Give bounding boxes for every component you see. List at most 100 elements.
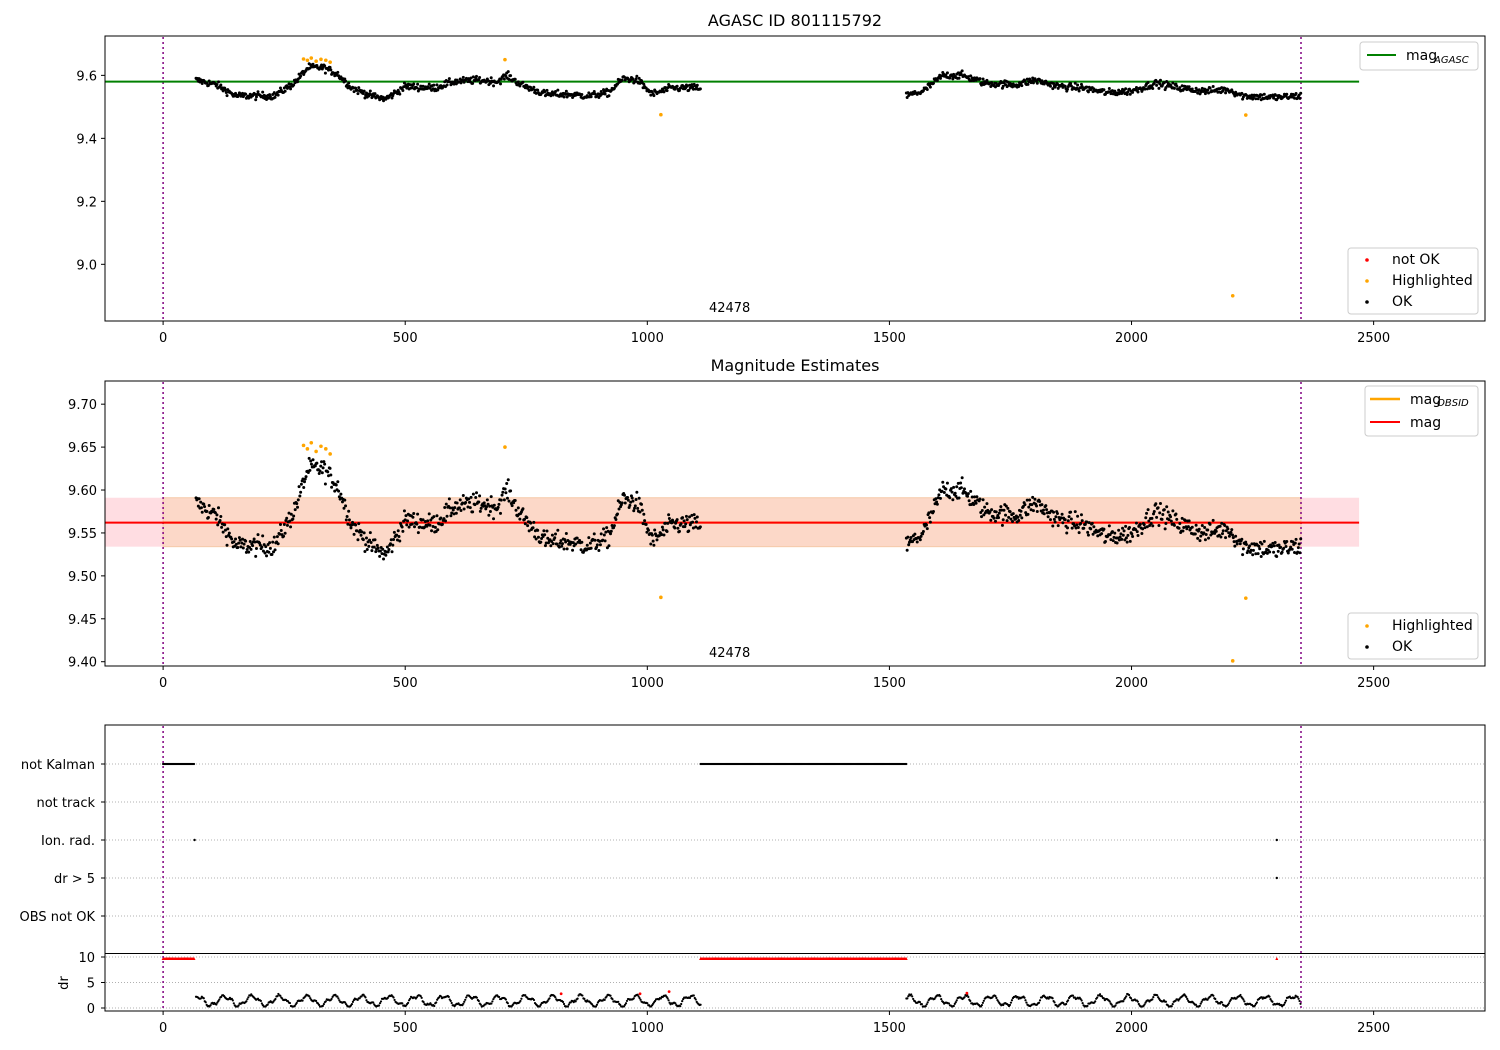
agasc-magnitude-panel: AGASC ID 801115792 0 500 1000 1500 2000 2500 9… — [76, 11, 1486, 346]
ok-point — [509, 489, 513, 493]
ok-point — [1238, 542, 1242, 546]
ok-point — [601, 538, 605, 542]
ok-point — [1126, 533, 1130, 537]
dr-point — [1024, 999, 1027, 1002]
ok-point — [461, 501, 465, 505]
ok-point — [1056, 86, 1060, 90]
ok-point — [395, 533, 399, 537]
ok-point — [661, 528, 665, 532]
ok-point — [1241, 553, 1245, 557]
dr-point — [266, 1003, 269, 1006]
ok-point — [1257, 544, 1261, 548]
ok-point — [1244, 93, 1248, 97]
ok-point — [210, 510, 214, 514]
ok-point — [471, 75, 475, 79]
ok-point — [1072, 524, 1076, 528]
ok-point — [1185, 527, 1189, 531]
dr-point — [401, 1002, 404, 1005]
ok-point — [1196, 91, 1200, 95]
ok-point — [362, 531, 366, 535]
x-tick-label: 2000 — [1115, 1021, 1148, 1036]
ok-point — [1178, 521, 1182, 525]
dr-point — [1170, 1005, 1173, 1008]
dr-point — [246, 998, 249, 1001]
panel1-obsid-annotation: 42478 — [709, 301, 750, 316]
dr-point — [952, 1004, 955, 1008]
ok-point — [1018, 513, 1022, 517]
ok-point — [1204, 532, 1208, 536]
y-tick-label: 9.55 — [68, 527, 97, 542]
x-tick-label: 1000 — [631, 1021, 664, 1036]
ok-point — [695, 515, 699, 519]
ok-point — [683, 525, 687, 529]
ok-point — [935, 500, 939, 504]
ok-point — [202, 502, 206, 506]
y-tick-label: 9.40 — [68, 656, 97, 671]
ok-point — [1117, 88, 1121, 92]
ok-point — [675, 518, 679, 522]
ok-point — [529, 521, 533, 525]
ok-point — [203, 505, 207, 509]
ok-point — [447, 497, 451, 501]
ok-point — [1299, 91, 1303, 95]
x-tick-label: 2000 — [1115, 331, 1148, 346]
dr-point — [295, 1001, 298, 1005]
ok-point — [650, 533, 654, 537]
ok-point — [1035, 504, 1039, 508]
ok-point — [216, 506, 220, 510]
ok-point — [285, 516, 289, 520]
highlighted-point — [659, 595, 663, 600]
dr-point — [1137, 1002, 1140, 1006]
panel2-frame — [104, 380, 1486, 667]
ok-point — [1074, 526, 1078, 530]
ok-point — [1230, 528, 1234, 532]
ok-point — [398, 539, 402, 543]
x-tick-label: 2500 — [1357, 1021, 1390, 1036]
ok-point — [935, 79, 939, 83]
ok-point — [1169, 519, 1173, 523]
ok-point — [489, 495, 493, 499]
ok-point — [969, 489, 973, 493]
dr-point — [980, 1004, 984, 1007]
ok-point — [392, 537, 396, 541]
ok-point — [1251, 553, 1255, 557]
ok-point — [293, 508, 297, 512]
ok-point — [1020, 84, 1024, 88]
x-tick-label: 2500 — [1357, 676, 1390, 691]
dr-point — [465, 996, 468, 999]
ok-point — [278, 532, 282, 536]
ok-point — [1009, 517, 1013, 521]
dr-point — [947, 1002, 951, 1005]
legend2-highlighted-label: Highlighted — [1392, 618, 1473, 634]
ok-point — [339, 492, 343, 496]
dr-point — [561, 1000, 565, 1004]
ok-point — [1254, 552, 1258, 556]
dr-point — [1194, 1003, 1198, 1006]
dr-point — [463, 1000, 466, 1003]
ok-point — [918, 538, 922, 542]
ok-point — [959, 486, 963, 490]
ok-point — [1244, 540, 1248, 544]
ok-point — [597, 548, 601, 552]
ok-point — [355, 529, 359, 533]
ok-point — [909, 535, 913, 539]
ok-point — [1265, 551, 1269, 555]
ok-point — [496, 505, 500, 509]
ok-point — [380, 552, 384, 556]
dr-point — [1298, 999, 1301, 1003]
ok-point — [1155, 515, 1159, 519]
ok-point — [612, 524, 616, 528]
ok-point — [299, 482, 303, 486]
ok-point — [319, 464, 323, 468]
ok-point — [295, 502, 299, 506]
ok-point — [695, 520, 699, 524]
ok-point — [906, 535, 910, 539]
ok-point — [276, 542, 280, 546]
dr-point — [364, 996, 367, 999]
ok-point — [636, 506, 640, 510]
ok-point — [426, 519, 430, 523]
ok-point — [1146, 508, 1150, 512]
ok-point — [468, 506, 472, 510]
ok-point — [1211, 518, 1215, 522]
ok-point — [292, 83, 296, 87]
